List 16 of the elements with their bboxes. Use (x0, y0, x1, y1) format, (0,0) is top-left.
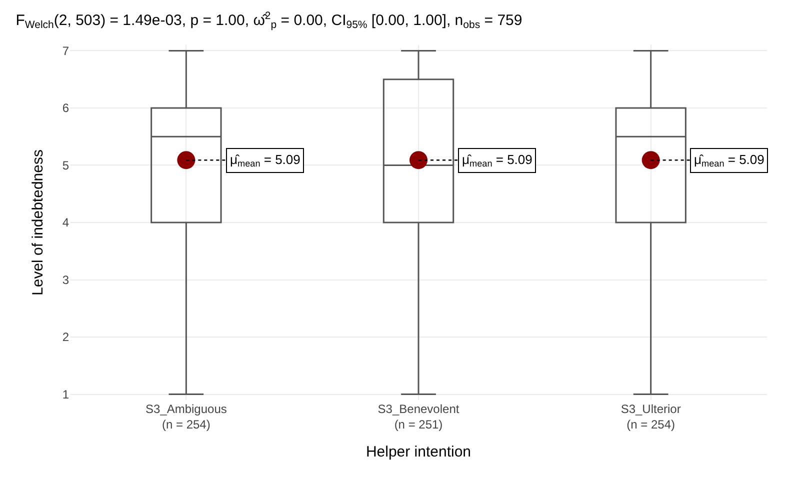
y-tick-label: 6 (62, 101, 70, 116)
y-tick-label: 2 (62, 330, 70, 344)
y-tick-label: 4 (62, 216, 70, 230)
x-tick-label: S3_Ulterior (n = 254) (620, 402, 681, 432)
y-tick-label: 1 (62, 387, 70, 402)
annotation: μ̂$_{mean}$ = 5.09 (462, 152, 532, 169)
chart-title: F$_{Welch}$(2, 503) = 1.49e-03, p = 1.00, ω̂$^{2}$$_{p}$ = 0.00, CI$_{95%}$ [0.00, 1.00], n$_{obs}$ = 759 (16, 10, 522, 32)
y-tick-label: 7 (62, 44, 70, 58)
y-tick-label: 5 (62, 158, 70, 172)
y-tick-label: 3 (62, 272, 70, 287)
x-tick-label: S3_Benevolent (n = 251) (378, 402, 460, 432)
annotation: μ̂$_{mean}$ = 5.09 (694, 152, 764, 169)
y-axis-title: Level of indebtedness (30, 150, 47, 296)
x-axis-title: Helper intention (366, 444, 472, 461)
annotation: μ̂$_{mean}$ = 5.09 (230, 152, 300, 169)
x-tick-label: S3_Ambiguous (n = 254) (145, 402, 227, 432)
